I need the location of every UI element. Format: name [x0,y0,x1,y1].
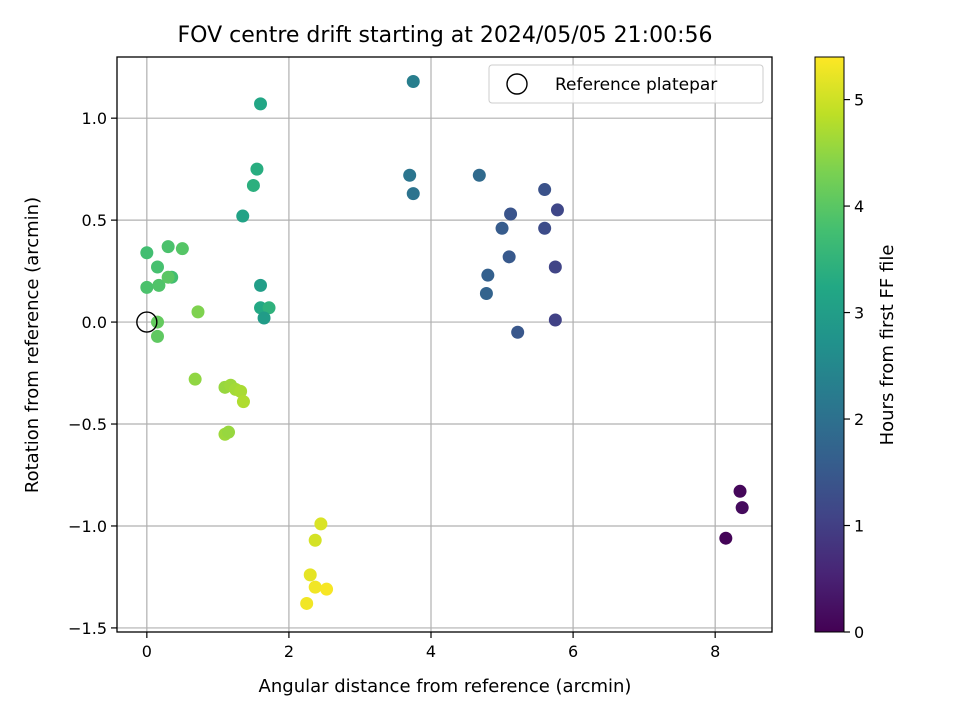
data-point [246,178,260,192]
data-point [538,183,552,197]
data-point [481,268,495,282]
data-point [191,305,205,319]
data-point [188,372,202,386]
data-point [314,517,328,531]
data-point [472,168,486,182]
data-point [735,501,749,515]
data-point [254,278,268,292]
colorbar-gradient [814,56,845,633]
data-point [161,270,175,284]
data-point [320,582,334,596]
colorbar-ticks: 0 1 2 3 4 5 [844,91,864,642]
legend-reference-marker [506,73,528,95]
data-point [548,313,562,327]
x-tick-label: 8 [710,642,720,661]
colorbar: 0 1 2 3 4 5 Hours from first FF file [814,56,898,642]
y-tick-label: −1.0 [68,517,107,536]
colorbar-tick-label: 1 [854,517,864,536]
x-tick-label: 4 [426,642,436,661]
data-point [308,533,322,547]
y-axis-label: Rotation from reference (arcmin) [22,197,43,493]
data-point [140,246,154,260]
legend: Reference platepar [488,64,764,104]
data-point [495,221,509,235]
data-point [550,203,564,217]
reference-platepar-point [136,311,158,333]
y-tick-label: 0.5 [82,211,107,230]
data-point [150,329,164,343]
data-point [538,221,552,235]
data-point [236,209,250,223]
data-point [300,596,314,610]
reference-marker [136,311,158,333]
data-point [152,278,166,292]
data-point [262,301,276,315]
legend-box [488,64,764,104]
data-point [175,242,189,256]
data-point [222,425,236,439]
x-tick-label: 6 [568,642,578,661]
legend-entry-label: Reference platepar [555,75,717,95]
y-axis-ticks: −1.5 −1.0 −0.5 0.0 0.5 1.0 [68,109,117,638]
x-axis-ticks: 0 2 4 6 8 [142,632,720,661]
colorbar-tick-label: 4 [854,197,864,216]
data-point [161,240,175,254]
data-point [257,311,271,325]
data-point [406,74,420,88]
grid-lines [117,57,772,632]
x-tick-label: 0 [142,642,152,661]
data-point [303,568,317,582]
data-point [479,287,493,301]
data-point [236,395,250,409]
y-tick-label: −1.5 [68,619,107,638]
y-tick-label: 0.0 [82,313,107,332]
colorbar-tick-label: 2 [854,410,864,429]
chart-title: FOV centre drift starting at 2024/05/05 … [178,23,713,48]
data-point [733,484,747,498]
data-point [254,97,268,111]
colorbar-tick-label: 5 [854,91,864,110]
data-point [150,260,164,274]
data-point [140,280,154,294]
data-point [504,207,518,221]
data-point [403,168,417,182]
data-point [234,384,248,398]
colorbar-tick-label: 3 [854,304,864,323]
data-point [511,325,525,339]
data-point [308,580,322,594]
colorbar-label: Hours from first FF file [877,245,898,446]
data-point [548,260,562,274]
plot-frame [116,56,773,633]
data-point [502,250,516,264]
colorbar-tick-label: 0 [854,623,864,642]
y-tick-label: 1.0 [82,109,107,128]
data-point [250,162,264,176]
data-point [406,187,420,201]
y-tick-label: −0.5 [68,415,107,434]
x-axis-label: Angular distance from reference (arcmin) [259,676,632,697]
data-points [140,74,749,610]
data-point [719,531,733,545]
x-tick-label: 2 [284,642,294,661]
